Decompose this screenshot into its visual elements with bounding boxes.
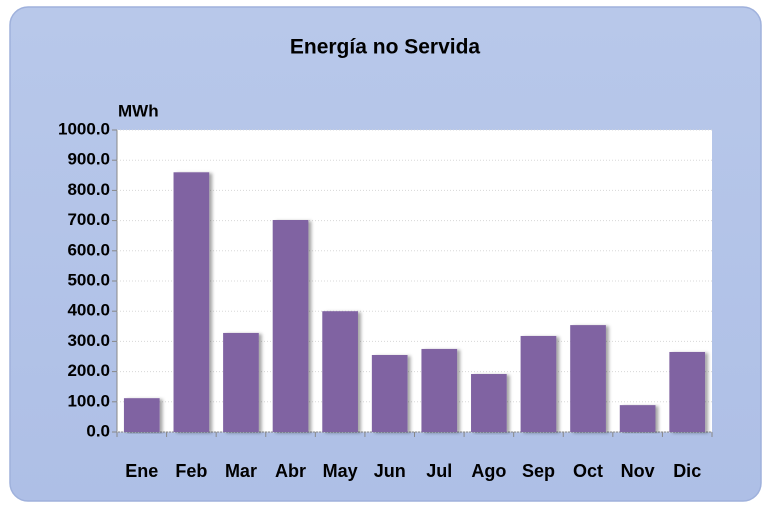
- bar: [322, 311, 358, 432]
- bar: [619, 405, 656, 432]
- chart-title: Energía no Servida: [290, 36, 481, 59]
- bar: [669, 351, 706, 432]
- y-tick-label: 600.0: [67, 240, 110, 259]
- y-tick-label: 700.0: [67, 210, 110, 229]
- y-tick-label: 1000.0: [58, 119, 110, 138]
- bar: [421, 348, 458, 432]
- x-tick-label: Ago: [471, 461, 506, 481]
- x-tick-label: Sep: [522, 461, 555, 481]
- x-tick-label: May: [323, 461, 358, 481]
- y-tick-label: 200.0: [67, 361, 110, 380]
- x-tick-label: Nov: [621, 461, 655, 481]
- bar: [520, 335, 557, 432]
- y-tick-label: 800.0: [67, 180, 110, 199]
- y-tick-label: 300.0: [67, 331, 110, 350]
- bar: [471, 374, 507, 432]
- y-tick-label: 0.0: [86, 421, 110, 440]
- bar: [570, 325, 606, 432]
- bar: [371, 354, 408, 432]
- y-axis-label: MWh: [118, 101, 159, 120]
- x-tick-label: Jun: [374, 461, 406, 481]
- bar: [272, 219, 309, 432]
- y-tick-label: 400.0: [67, 301, 110, 320]
- x-tick-label: Ene: [125, 461, 158, 481]
- x-tick-label: Jul: [426, 461, 452, 481]
- y-tick-label: 500.0: [67, 270, 110, 289]
- y-tick-label: 900.0: [67, 150, 110, 169]
- bar: [123, 398, 160, 432]
- x-tick-label: Feb: [175, 461, 207, 481]
- bar: [223, 332, 259, 432]
- x-tick-label: Abr: [275, 461, 306, 481]
- y-tick-label: 100.0: [67, 391, 110, 410]
- x-tick-label: Dic: [673, 461, 701, 481]
- x-tick-label: Oct: [573, 461, 603, 481]
- x-tick-label: Mar: [225, 461, 257, 481]
- bar: [173, 172, 210, 432]
